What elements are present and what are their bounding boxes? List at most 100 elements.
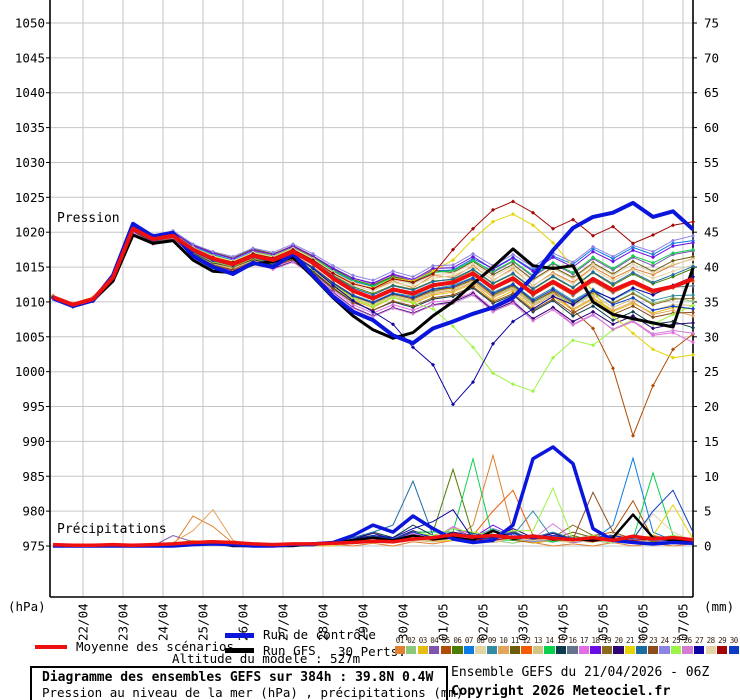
pert-number: 17 [579, 636, 589, 645]
date-tick-label: 25/04 [196, 603, 211, 641]
right-tick-label: 0 [704, 539, 712, 554]
gfs-pressure-line [52, 233, 695, 340]
member-markers [51, 230, 695, 336]
pert-number: 28 [706, 636, 716, 645]
right-tick-label: 65 [704, 85, 719, 100]
right-tick-label: 30 [704, 329, 719, 344]
pert-legend-item-26: 26 [682, 637, 694, 655]
date-tick-label: 01/05 [436, 603, 451, 641]
pert-color-swatch [670, 646, 682, 654]
left-tick-label: 1030 [15, 155, 45, 170]
pert-color-swatch [498, 646, 509, 654]
pert-color-swatch [521, 646, 532, 654]
pert-number: 24 [660, 636, 670, 645]
series-member-09 [51, 229, 695, 547]
pert-color-swatch [717, 646, 728, 654]
run-info-label: Ensemble GEFS du 21/04/2026 - 06Z [451, 665, 710, 680]
pert-legend-item-19: 19 [601, 637, 613, 655]
pert-legend-item-22: 22 [636, 637, 648, 655]
copyright-label: Copyright 2026 Meteociel.fr [451, 683, 671, 699]
series-control [52, 200, 695, 548]
mean-precip-line [52, 533, 694, 548]
left-tick-label: 1035 [15, 120, 45, 135]
date-tick-label: 28/04 [316, 603, 331, 641]
pert-color-swatch [647, 646, 659, 654]
legend-mean-label: Moyenne des scénarios [76, 639, 235, 654]
pert-color-swatch [440, 646, 451, 654]
pert-color-swatch [406, 646, 417, 654]
pert-number: 08 [476, 636, 485, 645]
date-tick-label: 26/04 [236, 603, 251, 641]
left-axis-unit: (hPa) [8, 599, 46, 614]
series-member-26 [51, 230, 695, 547]
pert-legend-item-14: 14 [544, 637, 556, 655]
pert-legend-item-24: 24 [659, 637, 671, 655]
right-tick-label: 50 [704, 190, 719, 205]
left-tick-label: 1000 [15, 364, 45, 379]
pert-number: 07 [464, 636, 474, 645]
pert-color-swatch [694, 646, 705, 654]
pert-number: 16 [568, 636, 577, 645]
series-member-11 [51, 224, 695, 547]
pert-color-swatch [567, 646, 578, 654]
left-tick-label: 1005 [15, 329, 45, 344]
pert-legend-item-29: 29 [716, 637, 728, 655]
pert-number: 22 [637, 636, 647, 645]
series-member-28 [51, 226, 695, 547]
series-member-03 [51, 230, 695, 547]
pert-number: 03 [418, 636, 428, 645]
pert-color-swatch [429, 646, 440, 654]
pert-number: 12 [522, 636, 531, 645]
pert-color-swatch [728, 646, 739, 654]
pert-number: 09 [487, 636, 497, 645]
pert-number: 05 [441, 636, 451, 645]
pert-color-swatch [452, 646, 463, 654]
left-tick-label: 1015 [15, 260, 45, 275]
pert-legend-item-07: 07 [463, 637, 475, 655]
right-tick-label: 10 [704, 469, 719, 484]
chart-subtitle: Pression au niveau de la mer (hPa) , pré… [42, 685, 464, 700]
right-tick-label: 35 [704, 294, 719, 309]
right-tick-label: 40 [704, 260, 719, 275]
pert-legend-item-10: 10 [498, 637, 510, 655]
pert-number: 01 [395, 636, 405, 645]
precip-section-label: Précipitations [57, 522, 167, 537]
pert-legend-item-30: 30 [728, 637, 740, 655]
pert-number: 06 [453, 636, 462, 645]
left-tick-label: 1025 [15, 190, 45, 205]
perturbations-count-label: 30 Perts. [338, 644, 406, 659]
pert-legend-item-11: 11 [509, 637, 521, 655]
pert-legend-item-27: 27 [693, 637, 705, 655]
pert-color-swatch [555, 646, 567, 654]
pert-color-swatch [590, 646, 601, 654]
control-pressure-line [52, 200, 695, 346]
pert-color-swatch [705, 646, 716, 654]
chart-title: Diagramme des ensembles GEFS sur 384h : … [42, 670, 434, 685]
pert-legend-item-28: 28 [705, 637, 717, 655]
date-tick-label: 30/04 [396, 603, 411, 641]
date-tick-label: 22/04 [76, 603, 91, 641]
pert-number: 18 [591, 636, 601, 645]
right-tick-label: 45 [704, 225, 719, 240]
pert-legend-item-17: 17 [578, 637, 590, 655]
right-tick-label: 60 [704, 120, 719, 135]
pert-number: 04 [430, 636, 439, 645]
pert-legend-item-03: 03 [417, 637, 429, 655]
date-tick-label: 05/05 [596, 603, 611, 641]
legend-gfs-label: Run GFS [263, 643, 316, 658]
pert-number: 23 [649, 636, 658, 645]
series-member-04 [51, 226, 695, 547]
pert-legend-item-02: 02 [406, 637, 418, 655]
series-member-14 [51, 226, 695, 547]
right-tick-label: 75 [704, 16, 719, 31]
right-tick-label: 55 [704, 155, 719, 170]
pert-legend-item-23: 23 [647, 637, 659, 655]
left-tick-label: 980 [22, 504, 45, 519]
pressure-section-label: Pression [57, 211, 120, 226]
pert-number: 13 [533, 636, 543, 645]
pert-number: 21 [626, 636, 635, 645]
series-member-17 [51, 229, 695, 547]
pert-color-swatch [486, 646, 498, 654]
date-tick-label: 04/05 [556, 603, 571, 641]
pert-number: 14 [545, 636, 554, 645]
